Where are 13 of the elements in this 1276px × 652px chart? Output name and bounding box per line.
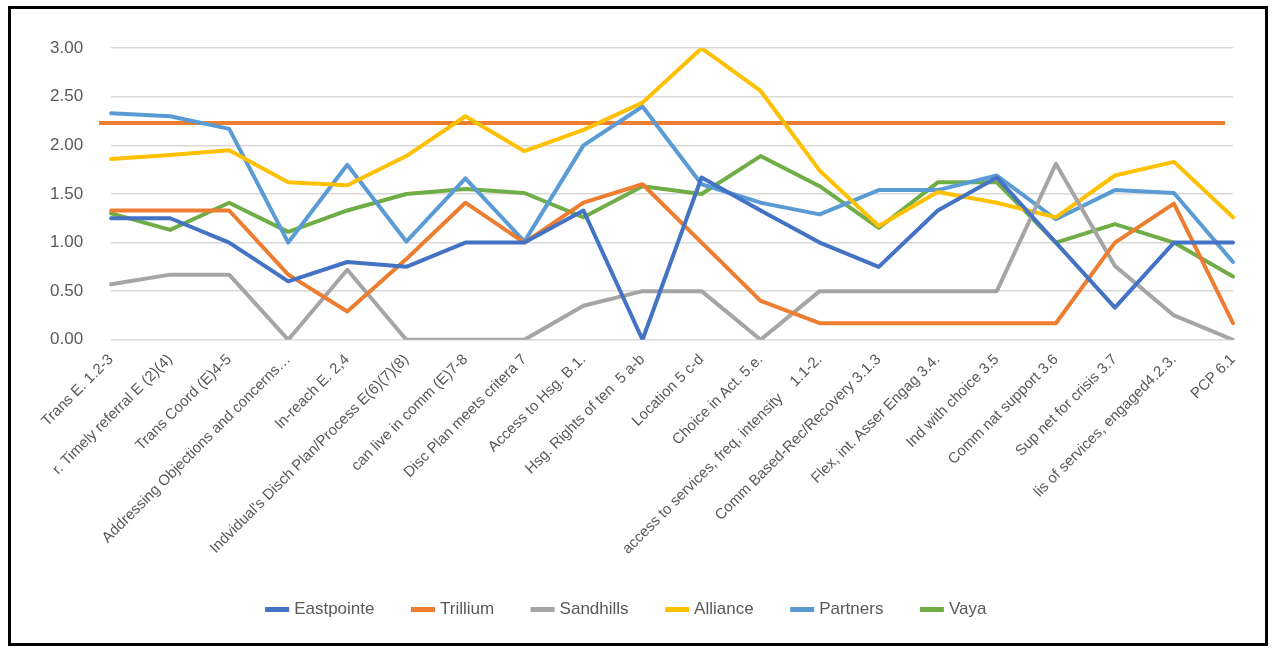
y-tick-label: 2.00: [49, 135, 84, 155]
y-tick-label: 1.00: [49, 232, 84, 252]
y-tick-label: 2.50: [49, 86, 84, 106]
y-tick-label: 0.00: [49, 329, 84, 349]
y-tick-label: 1.50: [49, 183, 84, 203]
legend-label: Trillium: [439, 599, 495, 619]
legend-label: Eastpointe: [294, 599, 375, 619]
y-tick-label: 3.00: [49, 37, 84, 57]
legend-label: Vaya: [948, 599, 987, 619]
legend-label: Partners: [819, 599, 884, 619]
legend-label: Sandhills: [559, 599, 629, 619]
legend-label: Alliance: [694, 599, 754, 619]
y-tick-label: 0.50: [49, 280, 84, 300]
